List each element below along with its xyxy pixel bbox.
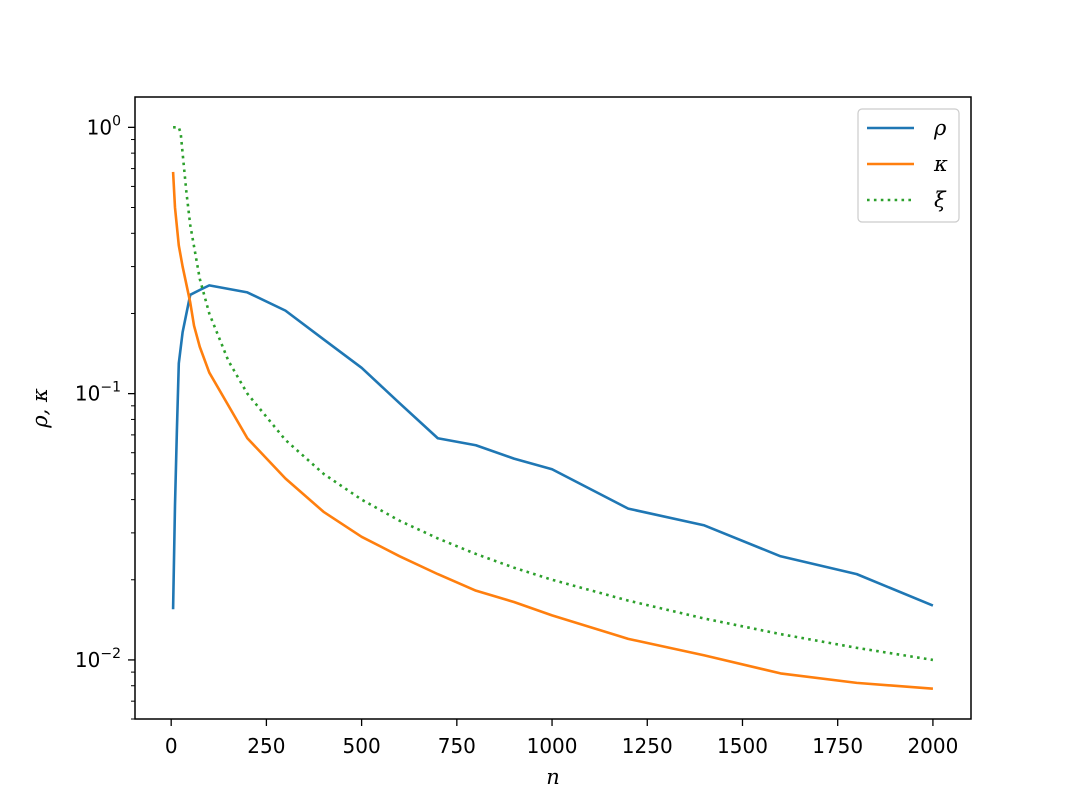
series-lines [171, 126, 934, 690]
y-tick-label: 10−2 [75, 646, 121, 672]
y-axis-label: ρ, κ [28, 388, 52, 429]
legend-label-1: ρ [933, 116, 947, 140]
x-axis: 0 250 500 750 1000 1250 1500 1750 2000 [165, 719, 958, 758]
series-line-2 [171, 171, 934, 690]
legend-label-2: κ [933, 152, 948, 176]
x-tick-label: 750 [438, 734, 476, 758]
series-line-3 [173, 126, 934, 662]
x-tick-label: 1500 [717, 734, 768, 758]
x-tick-label: 250 [247, 734, 285, 758]
y-tick-label: 10−1 [75, 380, 121, 406]
x-tick-label: 1250 [622, 734, 673, 758]
x-tick-label: 0 [165, 734, 178, 758]
legend-box [857, 108, 960, 223]
legend-label-3: ξ [934, 188, 947, 212]
x-tick-label: 1000 [527, 734, 578, 758]
y-axis: 100 10−1 10−2 [75, 113, 135, 720]
legend: ρκξ [857, 108, 960, 223]
series-line-1 [171, 284, 934, 610]
plot-frame [134, 96, 972, 720]
x-tick-label: 1750 [812, 734, 863, 758]
x-tick-label: 2000 [907, 734, 958, 758]
x-axis-label: n [546, 765, 560, 789]
y-tick-label: 100 [87, 113, 121, 139]
x-tick-label: 500 [343, 734, 381, 758]
